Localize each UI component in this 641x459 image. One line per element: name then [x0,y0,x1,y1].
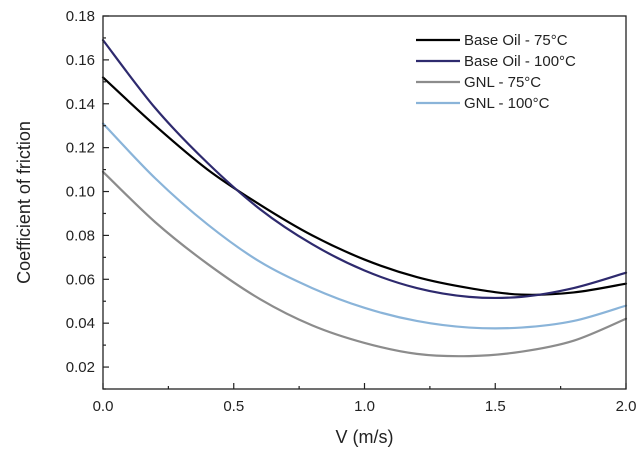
x-tick-label: 0.0 [93,398,114,415]
legend-label: Base Oil - 100°C [464,53,576,70]
y-tick-label: 0.08 [66,227,95,244]
axis-layer: 0.0 0.5 1.0 1.5 2.0 0.02 0.04 0.06 0.08 0.10 0.12 0… [66,8,637,415]
plot-frame [102,15,627,390]
y-tick-label: 0.04 [66,315,95,332]
y-axis-title: Coefficient of friction [14,121,34,284]
x-tick-label: 2.0 [616,398,637,415]
y-tick-label: 0.06 [66,271,95,288]
series-line-2 [101,39,628,300]
x-tick-label: 1.0 [354,398,375,415]
legend-label: Base Oil - 75°C [464,32,568,49]
y-tick-label: 0.14 [66,96,95,113]
y-tick-label: 0.02 [66,359,95,376]
series-line-4 [101,122,628,330]
y-tick-label: 0.12 [66,140,95,157]
legend-label: GNL - 75°C [464,74,541,91]
x-tick-label: 0.5 [223,398,244,415]
series-line-3 [101,170,628,358]
legend: Base Oil - 75°C Base Oil - 100°C GNL - 75°… [416,32,576,112]
x-axis-title: V (m/s) [336,427,394,447]
y-tick-label: 0.18 [66,8,95,25]
x-tick-label: 1.5 [485,398,506,415]
y-tick-label: 0.16 [66,52,95,69]
legend-label: GNL - 100°C [464,95,550,112]
y-tick-label: 0.10 [66,184,95,201]
series-layer [101,39,628,358]
